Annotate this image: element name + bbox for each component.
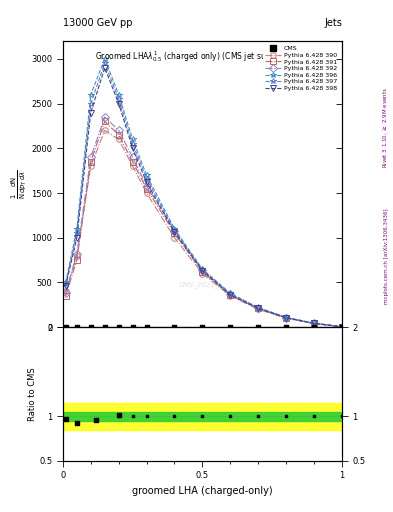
Point xyxy=(62,323,69,331)
Y-axis label: Ratio to CMS: Ratio to CMS xyxy=(28,367,37,421)
Point xyxy=(62,415,69,423)
Point xyxy=(116,412,122,420)
Point xyxy=(311,412,317,420)
Legend: CMS, Pythia 6.428 390, Pythia 6.428 391, Pythia 6.428 392, Pythia 6.428 396, Pyt: CMS, Pythia 6.428 390, Pythia 6.428 391,… xyxy=(263,44,339,93)
Point xyxy=(311,323,317,331)
Point xyxy=(199,412,206,420)
Point xyxy=(283,412,289,420)
Point xyxy=(130,412,136,420)
Text: CMS_2021_...: CMS_2021_... xyxy=(179,281,226,288)
Point xyxy=(227,412,233,420)
Point xyxy=(143,412,150,420)
Point xyxy=(88,323,94,331)
Point xyxy=(339,412,345,420)
Text: Rivet 3.1.10, $\geq$ 2.9M events: Rivet 3.1.10, $\geq$ 2.9M events xyxy=(382,88,389,168)
Point xyxy=(227,323,233,331)
Point xyxy=(143,323,150,331)
Point xyxy=(74,418,80,426)
Text: mcplots.cern.ch [arXiv:1306.3436]: mcplots.cern.ch [arXiv:1306.3436] xyxy=(384,208,389,304)
Point xyxy=(171,323,178,331)
Point xyxy=(339,323,345,331)
Point xyxy=(101,323,108,331)
Y-axis label: $\frac{1}{\mathrm{N}} \frac{d\mathrm{N}}{d p_T\, d\lambda}$: $\frac{1}{\mathrm{N}} \frac{d\mathrm{N}}… xyxy=(9,169,29,199)
Point xyxy=(74,323,80,331)
X-axis label: groomed LHA (charged-only): groomed LHA (charged-only) xyxy=(132,486,273,496)
Point xyxy=(93,416,99,424)
Point xyxy=(283,323,289,331)
Text: Groomed LHA$\lambda^{1}_{0.5}$ (charged only) (CMS jet substructure): Groomed LHA$\lambda^{1}_{0.5}$ (charged … xyxy=(95,50,309,65)
Point xyxy=(199,323,206,331)
Point xyxy=(116,411,122,419)
Point xyxy=(130,323,136,331)
Text: 13000 GeV pp: 13000 GeV pp xyxy=(63,18,132,28)
Point xyxy=(171,412,178,420)
Point xyxy=(255,323,261,331)
Point xyxy=(255,412,261,420)
Point xyxy=(116,323,122,331)
Text: Jets: Jets xyxy=(324,18,342,28)
